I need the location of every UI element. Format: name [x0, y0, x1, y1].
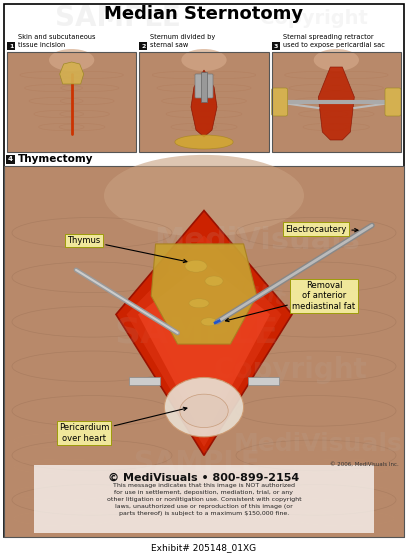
Ellipse shape — [205, 276, 223, 286]
Ellipse shape — [189, 299, 209, 308]
Bar — [140, 52, 268, 152]
Text: MediVisuals: MediVisuals — [154, 226, 360, 255]
Text: Electrocautery: Electrocautery — [285, 225, 358, 234]
Bar — [4, 166, 404, 537]
Ellipse shape — [180, 394, 228, 428]
Text: Thymus: Thymus — [67, 236, 187, 263]
Text: Sternal spreading retractor
used to expose pericardial sac: Sternal spreading retractor used to expo… — [283, 34, 385, 48]
FancyBboxPatch shape — [34, 465, 374, 533]
Ellipse shape — [49, 49, 94, 71]
Text: Median Sternotomy: Median Sternotomy — [104, 5, 304, 23]
Polygon shape — [116, 211, 292, 456]
Ellipse shape — [314, 49, 359, 71]
Polygon shape — [191, 70, 217, 137]
Polygon shape — [149, 290, 259, 429]
Text: Copyright: Copyright — [164, 259, 288, 310]
Text: Thymectomy: Thymectomy — [18, 154, 93, 164]
Text: SAMPLE: SAMPLE — [114, 316, 278, 350]
Ellipse shape — [164, 377, 244, 437]
Bar — [129, 377, 160, 385]
Text: 4: 4 — [8, 156, 13, 162]
Bar — [272, 52, 401, 152]
Text: Removal
of anterior
mediastinal fat: Removal of anterior mediastinal fat — [226, 281, 355, 321]
Bar — [140, 52, 268, 152]
Bar — [140, 42, 147, 50]
Ellipse shape — [185, 260, 207, 272]
Text: 3: 3 — [273, 44, 278, 49]
Bar — [272, 42, 279, 50]
Ellipse shape — [201, 318, 217, 326]
Bar — [7, 42, 15, 50]
Text: 2: 2 — [141, 44, 146, 49]
Text: Exhibit# 205148_01XG: Exhibit# 205148_01XG — [151, 543, 257, 552]
Text: 1: 1 — [9, 44, 13, 49]
Text: Copyright: Copyright — [214, 356, 368, 384]
Text: Skin and subcutaneous
tissue incision: Skin and subcutaneous tissue incision — [18, 34, 95, 48]
Text: Pericardium
over heart: Pericardium over heart — [59, 408, 187, 443]
Text: MediVisuals: MediVisuals — [234, 432, 403, 456]
Ellipse shape — [175, 135, 233, 149]
Bar — [248, 377, 279, 385]
FancyBboxPatch shape — [195, 74, 213, 98]
FancyBboxPatch shape — [272, 88, 288, 116]
Text: SAMPLE: SAMPLE — [55, 4, 181, 32]
Text: This message indicates that this image is NOT authorized
for use in settlement, : This message indicates that this image i… — [106, 483, 302, 516]
Text: © MediVisuals • 800-899-2154: © MediVisuals • 800-899-2154 — [109, 473, 299, 483]
Bar — [201, 72, 207, 102]
Ellipse shape — [182, 49, 226, 71]
Text: SAMPLE: SAMPLE — [134, 449, 260, 477]
Polygon shape — [138, 263, 270, 438]
Polygon shape — [318, 67, 354, 140]
Ellipse shape — [104, 155, 304, 236]
Bar — [7, 52, 136, 152]
Polygon shape — [151, 244, 257, 344]
Text: Sternum divided by
sternal saw: Sternum divided by sternal saw — [150, 34, 215, 48]
Polygon shape — [60, 62, 84, 84]
FancyBboxPatch shape — [385, 88, 401, 116]
Polygon shape — [126, 235, 282, 447]
Bar — [7, 52, 136, 152]
Text: Copyright: Copyright — [260, 8, 368, 27]
Text: © 2006, MediVisuals Inc.: © 2006, MediVisuals Inc. — [330, 462, 399, 467]
Bar — [272, 52, 401, 152]
Bar — [6, 155, 15, 164]
